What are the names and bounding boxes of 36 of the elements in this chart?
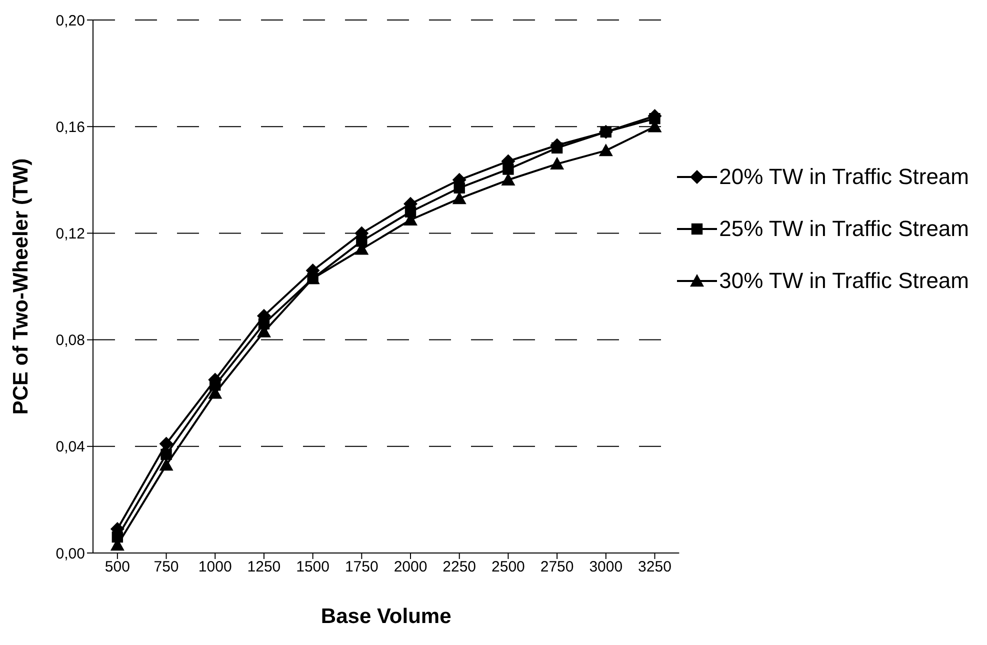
y-tick-label: 0,00	[56, 545, 85, 562]
x-tick-label: 3250	[638, 558, 672, 576]
y-tick-label: 0,12	[56, 226, 85, 243]
x-tick-label: 2000	[394, 558, 428, 576]
point	[550, 156, 564, 170]
x-tick-label: 1750	[344, 558, 378, 576]
x-axis-title: Base Volume	[320, 605, 452, 628]
legend-label: 20% TW in Traffic Stream	[719, 164, 969, 190]
point	[551, 142, 563, 154]
x-tick-label: 2750	[540, 558, 574, 576]
x-tick-label: 750	[154, 558, 179, 576]
point	[598, 144, 613, 156]
x-tick-label: 500	[104, 558, 130, 576]
x-tick-label: 1000	[198, 558, 232, 576]
point	[502, 164, 514, 175]
point	[159, 458, 174, 471]
point	[356, 236, 368, 247]
y-tick-label: 0,16	[56, 118, 85, 136]
y-tick-label: 0,20	[56, 12, 85, 30]
y-axis-title: PCE of Two-Wheeler (TW)	[9, 158, 32, 415]
point	[452, 192, 466, 204]
point	[649, 113, 660, 124]
point	[454, 182, 465, 194]
x-tick-label: 1500	[296, 558, 330, 576]
point	[160, 448, 172, 460]
point	[501, 172, 516, 186]
y-tick-label: 0,08	[56, 332, 85, 350]
x-tick-label: 1250	[247, 558, 281, 576]
point	[159, 436, 174, 451]
legend-label: 30% TW in Traffic Stream	[719, 268, 969, 294]
point	[600, 126, 612, 138]
x-tick-label: 2500	[492, 558, 525, 576]
x-tick-label: 2250	[442, 558, 476, 576]
x-tick-label: 3000	[589, 558, 623, 576]
legend-label: 25% TW in Traffic Stream	[719, 216, 969, 242]
y-tick-label: 0,04	[56, 438, 85, 456]
